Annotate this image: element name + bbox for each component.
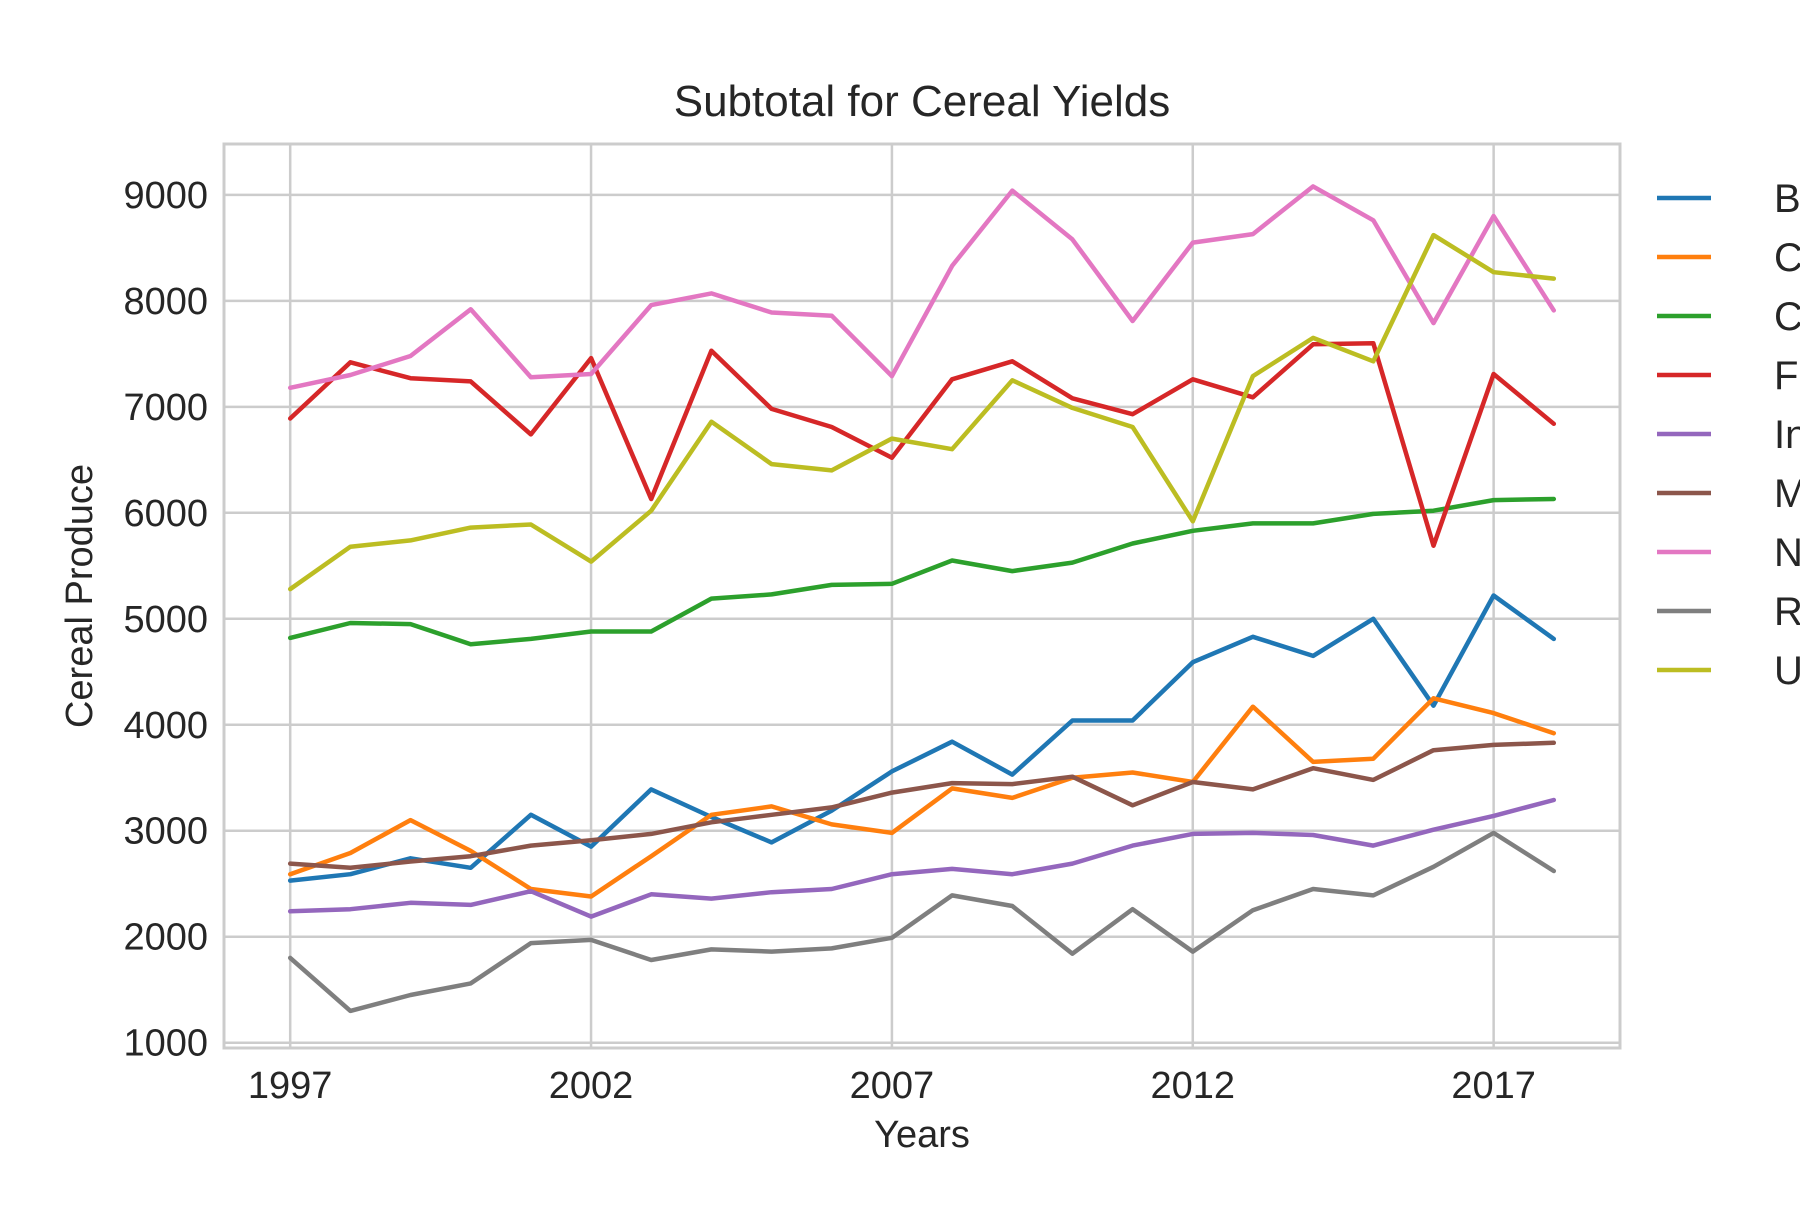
y-tick-label: 8000	[123, 281, 208, 323]
y-tick-label: 3000	[123, 811, 208, 853]
y-axis-label: Cereal Produce	[59, 464, 101, 728]
y-tick-label: 7000	[123, 387, 208, 429]
y-tick-label: 5000	[123, 599, 208, 641]
legend-label: N	[1774, 531, 1800, 575]
legend-label: F	[1774, 354, 1798, 398]
x-tick-label: 2012	[1151, 1065, 1236, 1107]
y-tick-label: 2000	[123, 917, 208, 959]
series-line-3	[287, 340, 1557, 548]
legend-label: C	[1774, 236, 1800, 280]
y-tick-label: 1000	[123, 1023, 208, 1065]
tick-labels: 1997 2002 2007 2012 2017 1000 2000 3000 4000 5000…	[123, 175, 1535, 1107]
series-line-7	[287, 830, 1557, 1014]
x-tick-label: 2017	[1451, 1065, 1536, 1107]
series-line-0	[287, 593, 1557, 883]
series-line-4	[287, 797, 1557, 919]
plot-area-frame	[222, 142, 1622, 1050]
series-lines	[287, 184, 1557, 1014]
x-tick-label: 1997	[248, 1065, 333, 1107]
x-tick-label: 2002	[549, 1065, 634, 1107]
chart-title: Subtotal for Cereal Yields	[674, 77, 1171, 126]
series-line-8	[287, 232, 1557, 592]
legend-label: In	[1774, 413, 1800, 457]
x-axis-label: Years	[874, 1114, 970, 1156]
legend-label: U	[1774, 649, 1800, 693]
legend-label: R	[1774, 590, 1800, 634]
y-tick-label: 9000	[123, 175, 208, 217]
series-line-1	[287, 696, 1557, 899]
series-line-2	[287, 496, 1557, 647]
x-tick-label: 2007	[850, 1065, 935, 1107]
series-line-5	[287, 740, 1557, 871]
y-tick-label: 4000	[123, 705, 208, 747]
series-line-6	[287, 184, 1557, 391]
legend-label: B	[1774, 177, 1800, 221]
y-tick-label: 6000	[123, 493, 208, 535]
legend-label: C	[1774, 295, 1800, 339]
legend-label: M	[1774, 472, 1800, 516]
